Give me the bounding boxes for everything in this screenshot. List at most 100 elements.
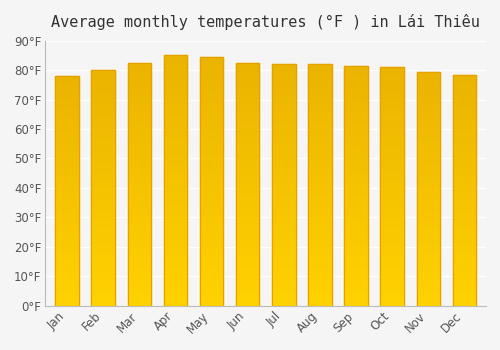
Bar [236, 114, 260, 116]
Bar [164, 181, 187, 183]
Bar [416, 196, 440, 198]
Bar [452, 176, 476, 178]
Bar [380, 296, 404, 298]
Bar [236, 184, 260, 187]
Bar [128, 252, 151, 254]
Bar [236, 102, 260, 104]
Bar [272, 154, 295, 156]
Bar [272, 93, 295, 96]
Bar [344, 291, 368, 294]
Bar [236, 172, 260, 174]
Bar [416, 271, 440, 273]
Bar [92, 169, 115, 171]
Bar [200, 136, 224, 139]
Bar [164, 128, 187, 131]
Bar [380, 91, 404, 93]
Bar [272, 105, 295, 108]
Bar [200, 224, 224, 226]
Bar [380, 144, 404, 146]
Bar [452, 250, 476, 252]
Bar [200, 174, 224, 176]
Bar [56, 154, 79, 156]
Bar [380, 205, 404, 208]
Bar [92, 82, 115, 84]
Bar [128, 72, 151, 75]
Bar [200, 238, 224, 241]
Bar [56, 195, 79, 198]
Bar [92, 301, 115, 303]
Bar [92, 190, 115, 192]
Bar [272, 216, 295, 219]
Bar [92, 157, 115, 160]
Bar [272, 209, 295, 211]
Bar [236, 80, 260, 82]
Bar [236, 274, 260, 276]
Bar [92, 70, 115, 306]
Bar [164, 178, 187, 181]
Bar [452, 266, 476, 268]
Bar [92, 292, 115, 294]
Bar [92, 289, 115, 292]
Bar [308, 238, 332, 240]
Bar [416, 257, 440, 259]
Bar [200, 298, 224, 301]
Bar [380, 70, 404, 72]
Bar [56, 111, 79, 113]
Bar [200, 129, 224, 132]
Bar [92, 134, 115, 136]
Bar [56, 177, 79, 179]
Bar [416, 303, 440, 306]
Bar [164, 85, 187, 88]
Bar [380, 227, 404, 229]
Bar [416, 210, 440, 212]
Bar [128, 124, 151, 126]
Bar [92, 70, 115, 72]
Bar [56, 170, 79, 173]
Bar [344, 121, 368, 123]
Bar [200, 295, 224, 298]
Bar [164, 80, 187, 83]
Bar [416, 268, 440, 271]
Bar [416, 144, 440, 147]
Bar [452, 121, 476, 123]
Bar [56, 220, 79, 223]
Bar [236, 296, 260, 298]
Bar [128, 140, 151, 143]
Bar [308, 146, 332, 149]
Bar [452, 84, 476, 86]
Bar [236, 301, 260, 303]
Bar [380, 241, 404, 244]
Bar [236, 286, 260, 288]
Bar [92, 263, 115, 266]
Bar [128, 220, 151, 223]
Bar [344, 272, 368, 274]
Bar [272, 74, 295, 76]
Bar [344, 116, 368, 119]
Bar [380, 203, 404, 205]
Bar [56, 88, 79, 90]
Bar [164, 260, 187, 263]
Bar [344, 164, 368, 167]
Bar [380, 244, 404, 246]
Bar [56, 142, 79, 145]
Bar [200, 176, 224, 179]
Bar [92, 254, 115, 256]
Bar [416, 132, 440, 135]
Bar [272, 214, 295, 216]
Bar [200, 107, 224, 109]
Bar [308, 134, 332, 136]
Bar [164, 228, 187, 231]
Bar [452, 213, 476, 216]
Bar [344, 167, 368, 169]
Bar [452, 303, 476, 306]
Bar [452, 216, 476, 218]
Bar [56, 260, 79, 262]
Bar [416, 74, 440, 76]
Bar [56, 239, 79, 241]
Bar [128, 65, 151, 68]
Bar [452, 241, 476, 243]
Bar [416, 128, 440, 130]
Bar [200, 89, 224, 92]
Bar [92, 162, 115, 164]
Bar [92, 72, 115, 75]
